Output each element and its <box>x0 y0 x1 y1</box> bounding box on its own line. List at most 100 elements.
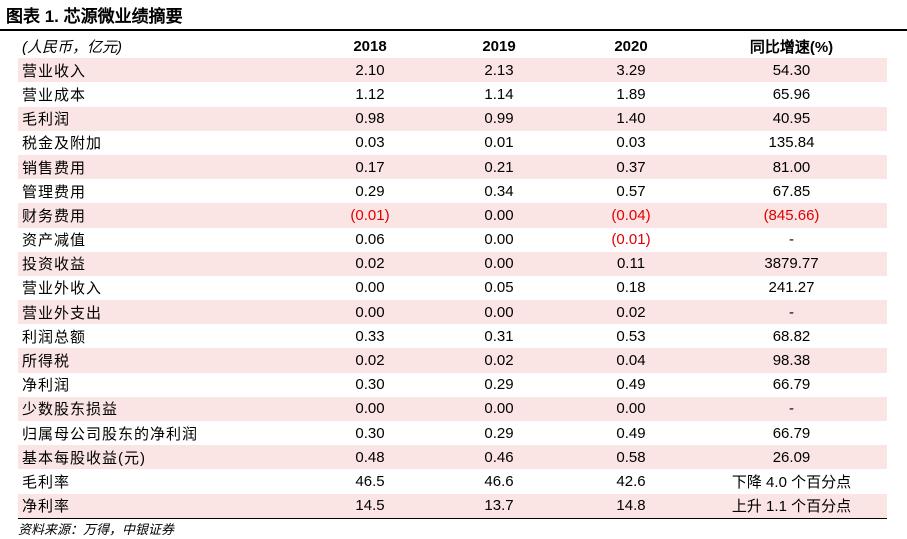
cell: 66.79 <box>772 376 811 394</box>
header-cell: (人民币，亿元) <box>22 38 122 56</box>
table-row: 销售费用 0.17 0.21 0.37 81.00 <box>18 154 887 180</box>
cell: 0.46 <box>432 445 566 470</box>
cell: 0.18 <box>616 279 646 297</box>
cell: 1.89 <box>616 85 646 103</box>
cell: (0.04) <box>566 203 696 228</box>
cell: 0.02 <box>432 348 566 373</box>
cell: 13.7 <box>432 493 566 519</box>
cell: 0.04 <box>566 348 696 373</box>
row-label: 营业收入 <box>18 58 308 83</box>
cell: 65.96 <box>772 85 811 103</box>
row-label: 毛利率 <box>22 473 71 491</box>
cell: 0.03 <box>355 134 385 152</box>
cell: 0.17 <box>308 154 432 180</box>
cell: 0.02 <box>308 348 432 373</box>
cell: 2.13 <box>432 58 566 83</box>
cell: 0.48 <box>308 445 432 470</box>
table-row: 基本每股收益(元) 0.48 0.46 0.58 26.09 <box>18 445 887 470</box>
row-label: 营业外收入 <box>22 280 103 298</box>
table-row: 税金及附加 0.03 0.01 0.03 135.84 <box>18 131 887 155</box>
cell: 1.40 <box>566 106 696 131</box>
table-row: 毛利润 0.98 0.99 1.40 40.95 <box>18 106 887 131</box>
cell: 0.21 <box>432 154 566 180</box>
cell: 135.84 <box>768 134 815 152</box>
cell: 0.00 <box>432 203 566 228</box>
cell: 0.34 <box>484 182 514 200</box>
table-row: 财务费用 (0.01) 0.00 (0.04) (845.66) <box>18 203 887 228</box>
table-row: 少数股东损益 0.00 0.00 0.00- <box>18 396 887 421</box>
cell: 0.00 <box>566 396 696 421</box>
table-row: 利润总额 0.33 0.31 0.53 68.82 <box>18 324 887 348</box>
row-label: 财务费用 <box>18 203 308 228</box>
cell: 0.49 <box>616 424 646 442</box>
table-row: 毛利率 46.5 46.6 42.6 下降 4.0 个百分点 <box>18 469 887 493</box>
cell: 0.11 <box>566 251 696 276</box>
cell: 40.95 <box>696 106 887 131</box>
cell: - <box>789 231 794 249</box>
cell: 1.12 <box>355 85 385 103</box>
cell: 67.85 <box>772 182 811 200</box>
header-cell: 2020 <box>614 37 648 55</box>
cell: 2.10 <box>308 58 432 83</box>
cell: (845.66) <box>696 203 887 228</box>
row-label: 所得税 <box>18 348 308 373</box>
table-row: 净利润 0.30 0.29 0.49 66.79 <box>18 373 887 397</box>
cell: 46.5 <box>355 472 385 490</box>
cell: 14.8 <box>566 493 696 519</box>
summary-table: (人民币，亿元) 2018 2019 2020 同比增速(%) 营业收入 2.10 2.13… <box>18 34 887 519</box>
row-label: 投资收益 <box>18 251 308 276</box>
cell: 0.02 <box>308 251 432 276</box>
cell: 3879.77 <box>696 251 887 276</box>
cell: 98.38 <box>696 348 887 373</box>
cell: 81.00 <box>696 154 887 180</box>
cell: 0.00 <box>432 300 566 325</box>
table-row: 投资收益 0.02 0.00 0.11 3879.77 <box>18 251 887 276</box>
cell: 0.29 <box>484 376 514 394</box>
header-cell: 同比增速(%) <box>749 38 834 56</box>
row-label: 营业外支出 <box>18 300 308 325</box>
cell: 0.29 <box>484 424 514 442</box>
cell: 下降 4.0 个百分点 <box>731 473 852 491</box>
cell: 0.99 <box>432 106 566 131</box>
header-cell: 2019 <box>482 37 516 55</box>
row-label: 净利率 <box>18 493 308 519</box>
row-label: 销售费用 <box>18 154 308 180</box>
row-label: 管理费用 <box>22 183 87 201</box>
source-note: 资料来源：万得，中银证券 <box>18 522 175 537</box>
cell: 241.27 <box>768 279 815 297</box>
cell: 0.01 <box>484 134 514 152</box>
cell: 66.79 <box>772 424 811 442</box>
cell: 14.5 <box>308 493 432 519</box>
cell: 68.82 <box>772 327 811 345</box>
table-row: 营业收入 2.10 2.13 3.29 54.30 <box>18 58 887 83</box>
cell: 0.30 <box>355 424 385 442</box>
header-row: (人民币，亿元) 2018 2019 2020 同比增速(%) <box>18 34 887 58</box>
table-row: 资产减值 0.06 0.00 (0.01) - <box>18 228 887 252</box>
table-body: 营业收入 2.10 2.13 3.29 54.30 营业成本 1.12 1.14 1.89 65.… <box>18 58 887 519</box>
title-rule <box>0 29 907 31</box>
cell: 0.31 <box>484 327 514 345</box>
cell: 0.37 <box>566 154 696 180</box>
cell: 0.00 <box>484 231 514 249</box>
table-row: 管理费用 0.29 0.34 0.57 67.85 <box>18 179 887 203</box>
cell: 0.49 <box>616 376 646 394</box>
cell: (0.01) <box>611 231 651 249</box>
cell: 0.98 <box>308 106 432 131</box>
cell: 0.29 <box>355 182 385 200</box>
cell: 0.00 <box>308 300 432 325</box>
cell: 0.53 <box>616 327 646 345</box>
cell: 0.58 <box>566 445 696 470</box>
cell: 26.09 <box>696 445 887 470</box>
cell: 46.6 <box>484 472 514 490</box>
cell: 0.06 <box>355 231 385 249</box>
cell: 0.00 <box>308 396 432 421</box>
cell: 0.30 <box>355 376 385 394</box>
header-cell: 2018 <box>353 37 387 55</box>
row-label: 归属母公司股东的净利润 <box>22 425 199 443</box>
cell: 42.6 <box>616 472 646 490</box>
cell: - <box>696 396 887 421</box>
row-label: 净利润 <box>22 377 71 395</box>
cell: (0.01) <box>308 203 432 228</box>
cell: - <box>696 300 887 325</box>
